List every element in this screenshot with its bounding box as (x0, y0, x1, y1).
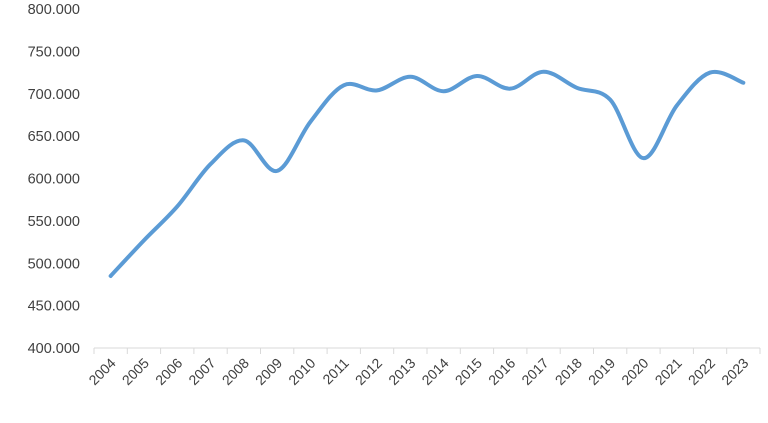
y-tick-label: 650.000 (28, 129, 80, 145)
x-tick-label: 2008 (219, 355, 252, 388)
y-tick-label: 750.000 (28, 44, 80, 60)
y-tick-label: 600.000 (28, 172, 80, 188)
series-layer (108, 69, 746, 278)
x-tick-label: 2014 (418, 355, 451, 388)
y-tick-label: 800.000 (28, 2, 80, 18)
x-tick-label: 2018 (552, 355, 585, 388)
x-tick-label: 2010 (285, 355, 318, 388)
x-tick-label: 2006 (152, 355, 185, 388)
y-tick-label: 550.000 (28, 214, 80, 230)
x-tick-label: 2019 (585, 355, 618, 388)
x-tick-label: 2013 (385, 355, 418, 388)
y-tick-label: 400.000 (28, 341, 80, 357)
x-tick-label: 2022 (685, 355, 718, 388)
y-axis: 400.000 450.000 500.000 550.000 600.000 650.0… (28, 2, 80, 357)
x-tick-label: 2016 (485, 355, 518, 388)
series-line (108, 69, 746, 278)
x-tick-label: 2015 (452, 355, 485, 388)
x-tick-label: 2017 (518, 355, 551, 388)
x-tick-label: 2012 (352, 355, 385, 388)
x-tick-label: 2020 (618, 355, 651, 388)
x-tick-label: 2005 (119, 355, 152, 388)
x-tick-label: 2023 (718, 355, 751, 388)
x-tick-label: 2004 (85, 355, 118, 388)
x-axis: 2004 2005 2006 2007 2008 2009 2010 2011 2012 2013… (85, 347, 761, 388)
x-tick-label: 2009 (252, 355, 285, 388)
y-tick-label: 700.000 (28, 87, 80, 103)
x-tick-label: 2011 (319, 355, 352, 388)
x-tick-label: 2021 (652, 355, 685, 388)
x-tick-label: 2007 (185, 355, 218, 388)
y-tick-label: 500.000 (28, 256, 80, 272)
y-tick-label: 450.000 (28, 299, 80, 315)
